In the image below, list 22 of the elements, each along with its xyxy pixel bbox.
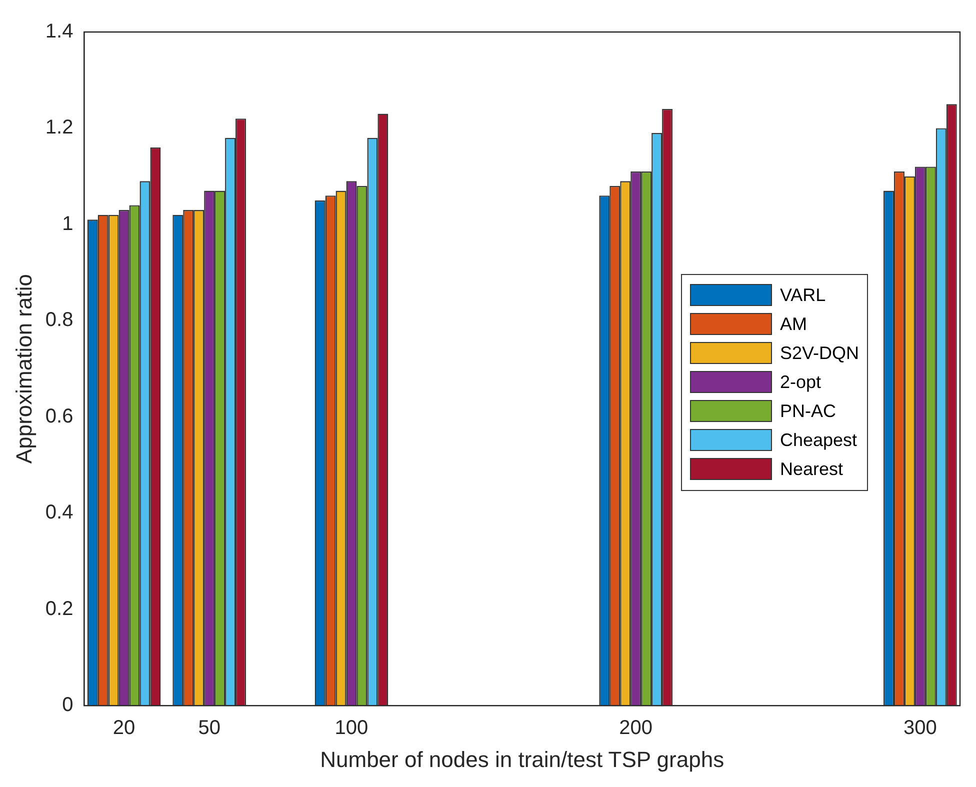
- x-tick-label: 50: [198, 717, 220, 740]
- legend-label: Cheapest: [780, 430, 858, 451]
- y-axis-title: Approximation ratio: [11, 274, 36, 464]
- y-tick-label: 1.2: [45, 116, 74, 139]
- x-tick-label: 300: [904, 717, 937, 740]
- x-axis-title: Number of nodes in train/test TSP graphs: [320, 746, 724, 772]
- y-tick-label: 0: [62, 694, 74, 716]
- legend-label: S2V-DQN: [780, 342, 859, 364]
- y-tick-label: 1: [62, 212, 74, 235]
- y-tick-label: 0.4: [45, 502, 74, 524]
- y-tick-label: 0.2: [45, 598, 74, 620]
- y-tick-label: 0.8: [45, 309, 74, 332]
- y-tick-label: 1.4: [45, 20, 74, 43]
- legend-label: AM: [780, 314, 807, 335]
- x-tick-label: 100: [334, 717, 368, 740]
- x-tick-label: 200: [619, 717, 653, 740]
- y-tick-label: 0.6: [45, 405, 74, 428]
- legend-label: PN-AC: [780, 400, 836, 422]
- x-tick-label: 20: [112, 717, 136, 740]
- legend-label: Nearest: [780, 458, 843, 480]
- legend-label: VARL: [780, 284, 826, 306]
- legend-label: 2-opt: [780, 372, 821, 393]
